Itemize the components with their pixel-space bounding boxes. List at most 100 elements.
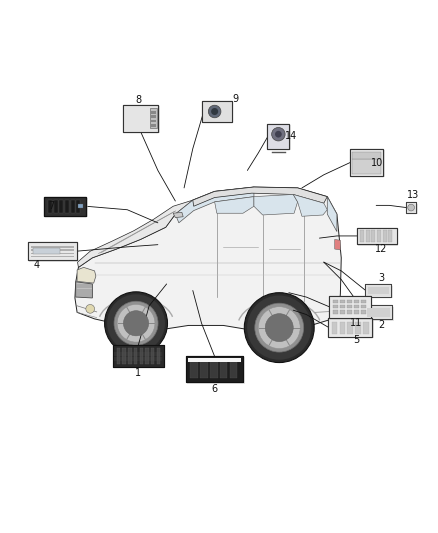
Polygon shape [77, 268, 96, 283]
FancyBboxPatch shape [186, 356, 244, 382]
Bar [333, 305, 338, 309]
FancyBboxPatch shape [406, 203, 417, 213]
Text: 11: 11 [350, 318, 363, 328]
FancyBboxPatch shape [268, 124, 289, 149]
Polygon shape [173, 212, 183, 217]
FancyBboxPatch shape [351, 150, 385, 177]
Circle shape [86, 304, 95, 313]
Text: 1: 1 [135, 368, 141, 377]
FancyBboxPatch shape [44, 197, 86, 216]
Bar [151, 124, 155, 127]
Bar [78, 204, 83, 208]
Bar [353, 151, 381, 159]
Circle shape [247, 295, 311, 360]
Circle shape [258, 306, 300, 349]
Bar [333, 300, 338, 303]
FancyBboxPatch shape [269, 125, 290, 150]
FancyBboxPatch shape [364, 305, 392, 319]
Bar [230, 360, 237, 378]
Text: 8: 8 [135, 95, 141, 104]
Bar [354, 300, 359, 303]
Polygon shape [193, 187, 327, 206]
Bar [340, 300, 345, 303]
Bar [150, 108, 156, 128]
Bar [31, 253, 74, 254]
Bar [354, 310, 359, 313]
Circle shape [275, 131, 282, 138]
Text: 3: 3 [379, 273, 385, 283]
FancyBboxPatch shape [113, 345, 164, 367]
Text: 4: 4 [34, 260, 40, 270]
Bar [371, 230, 375, 241]
Text: 14: 14 [284, 132, 297, 141]
Text: 6: 6 [212, 384, 218, 394]
FancyBboxPatch shape [330, 297, 372, 319]
Bar [363, 321, 369, 334]
Bar [368, 287, 389, 294]
Bar [117, 348, 120, 364]
FancyBboxPatch shape [406, 203, 417, 213]
Polygon shape [335, 239, 340, 250]
Bar [151, 111, 155, 114]
Bar [188, 358, 241, 362]
Bar [151, 116, 155, 118]
Bar [367, 308, 390, 317]
Bar [31, 249, 74, 251]
FancyBboxPatch shape [358, 229, 399, 246]
Circle shape [131, 318, 142, 329]
Bar [157, 348, 160, 364]
FancyBboxPatch shape [46, 198, 88, 217]
Bar [340, 310, 345, 313]
FancyBboxPatch shape [44, 197, 86, 216]
FancyBboxPatch shape [124, 106, 159, 133]
FancyBboxPatch shape [201, 101, 232, 122]
Bar [151, 348, 155, 364]
FancyBboxPatch shape [114, 346, 165, 368]
Text: 2: 2 [379, 320, 385, 329]
FancyBboxPatch shape [350, 149, 383, 176]
Polygon shape [175, 187, 254, 223]
FancyBboxPatch shape [203, 102, 233, 123]
Bar [48, 200, 52, 213]
Circle shape [255, 303, 304, 352]
Circle shape [208, 105, 221, 118]
Circle shape [272, 127, 285, 141]
Circle shape [107, 294, 165, 352]
Bar [347, 300, 352, 303]
Bar [347, 305, 352, 309]
Bar [333, 310, 338, 313]
FancyBboxPatch shape [357, 228, 397, 244]
Bar [354, 305, 359, 309]
Bar [366, 230, 370, 241]
Polygon shape [327, 197, 337, 231]
Bar [347, 310, 352, 313]
Bar [77, 200, 81, 213]
Polygon shape [76, 282, 92, 298]
Text: 7: 7 [48, 201, 54, 211]
FancyBboxPatch shape [28, 242, 77, 261]
Bar [210, 360, 218, 378]
Bar [360, 305, 366, 309]
Circle shape [124, 311, 148, 336]
FancyBboxPatch shape [365, 285, 392, 297]
Bar [360, 300, 366, 303]
Bar [377, 230, 381, 241]
Circle shape [273, 321, 286, 334]
Polygon shape [254, 195, 297, 215]
FancyBboxPatch shape [328, 318, 372, 337]
FancyBboxPatch shape [186, 356, 244, 382]
FancyBboxPatch shape [28, 242, 77, 261]
Circle shape [408, 204, 414, 211]
FancyBboxPatch shape [329, 296, 371, 318]
Text: 9: 9 [232, 94, 238, 104]
Bar [339, 321, 345, 334]
Bar [383, 230, 387, 241]
Bar [31, 246, 74, 248]
Bar [71, 200, 75, 213]
FancyBboxPatch shape [367, 286, 393, 298]
Polygon shape [75, 187, 341, 331]
Bar [145, 348, 149, 364]
FancyBboxPatch shape [350, 149, 383, 176]
Bar [219, 360, 227, 378]
Bar [65, 200, 69, 213]
